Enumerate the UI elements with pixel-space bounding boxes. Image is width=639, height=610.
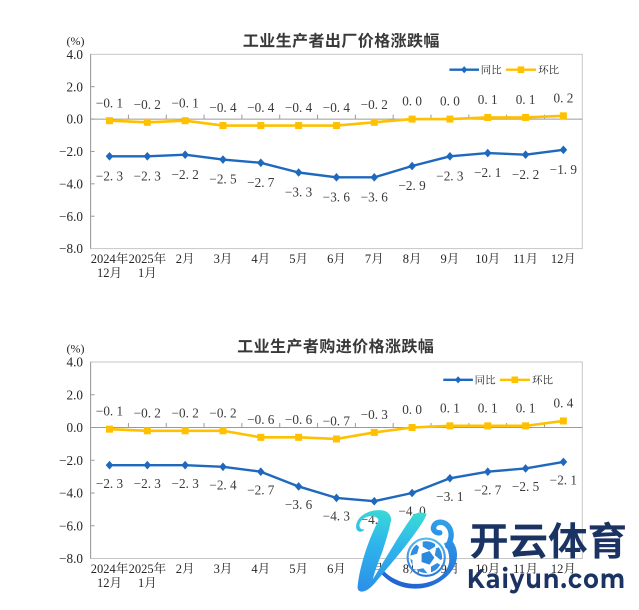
svg-text:0.0: 0.0 (67, 112, 84, 127)
svg-text:1: 1 (138, 576, 144, 590)
svg-text:12: 12 (97, 266, 110, 280)
svg-text:−2. 7: −2. 7 (247, 175, 275, 190)
svg-text:0. 1: 0. 1 (440, 400, 460, 415)
svg-text:0. 2: 0. 2 (554, 90, 574, 105)
svg-text:−4. 3: −4. 3 (323, 509, 351, 524)
svg-text:3: 3 (214, 562, 220, 576)
svg-text:−3. 1: −3. 1 (436, 489, 463, 504)
svg-text:−8.0: −8.0 (59, 551, 83, 566)
svg-text:−3. 6: −3. 6 (285, 497, 313, 512)
svg-text:−2.0: −2.0 (59, 453, 83, 468)
svg-text:2025: 2025 (129, 562, 154, 576)
svg-text:−2. 3: −2. 3 (134, 476, 162, 491)
svg-text:−2. 7: −2. 7 (247, 482, 275, 497)
svg-text:−0. 6: −0. 6 (247, 412, 275, 427)
svg-text:(%): (%) (67, 34, 85, 48)
svg-text:−2. 5: −2. 5 (512, 479, 540, 494)
svg-text:6: 6 (327, 562, 333, 576)
svg-text:11: 11 (513, 252, 525, 266)
svg-text:−0. 2: −0. 2 (361, 97, 388, 112)
svg-text:−2. 3: −2. 3 (96, 168, 124, 183)
svg-text:−0. 4: −0. 4 (285, 100, 313, 115)
svg-text:−6.0: −6.0 (59, 518, 83, 533)
svg-text:0.0: 0.0 (67, 420, 84, 435)
svg-text:10: 10 (475, 252, 488, 266)
svg-text:−2. 4: −2. 4 (209, 477, 237, 492)
svg-text:−0. 4: −0. 4 (323, 100, 351, 115)
svg-text:−0. 4: −0. 4 (209, 100, 237, 115)
svg-text:−0. 1: −0. 1 (96, 95, 123, 110)
svg-text:2: 2 (176, 562, 182, 576)
svg-text:−2. 3: −2. 3 (134, 168, 162, 183)
svg-text:−2. 1: −2. 1 (550, 472, 577, 487)
svg-text:−2.0: −2.0 (59, 144, 83, 159)
svg-text:0. 1: 0. 1 (478, 400, 498, 415)
svg-text:12: 12 (551, 252, 564, 266)
svg-text:−2. 2: −2. 2 (512, 167, 539, 182)
svg-text:12: 12 (551, 562, 564, 576)
svg-text:2025: 2025 (129, 252, 154, 266)
svg-text:11: 11 (513, 562, 525, 576)
svg-text:−6.0: −6.0 (59, 209, 83, 224)
svg-text:−4.0: −4.0 (59, 486, 83, 501)
svg-text:4.0: 4.0 (67, 355, 84, 370)
svg-text:−0. 1: −0. 1 (96, 404, 123, 419)
svg-text:−0. 7: −0. 7 (323, 414, 351, 429)
svg-text:0. 0: 0. 0 (402, 402, 422, 417)
svg-text:0. 0: 0. 0 (440, 94, 460, 109)
svg-text:−0. 2: −0. 2 (209, 405, 236, 420)
svg-text:−4.0: −4.0 (59, 176, 83, 191)
svg-text:4.0: 4.0 (67, 47, 84, 62)
svg-text:−2. 1: −2. 1 (474, 165, 501, 180)
svg-text:2024: 2024 (91, 562, 117, 576)
svg-text:2024: 2024 (91, 252, 117, 266)
svg-text:0. 0: 0. 0 (402, 94, 422, 109)
svg-text:−0. 3: −0. 3 (361, 407, 389, 422)
svg-text:−1. 9: −1. 9 (550, 162, 578, 177)
svg-text:−0. 1: −0. 1 (172, 95, 199, 110)
svg-text:7: 7 (365, 252, 371, 266)
svg-text:−3. 6: −3. 6 (361, 189, 389, 204)
svg-text:−2. 3: −2. 3 (436, 168, 464, 183)
svg-text:(%): (%) (67, 342, 85, 356)
svg-text:−0. 2: −0. 2 (134, 405, 161, 420)
svg-text:−8.0: −8.0 (59, 241, 83, 256)
svg-text:−2. 3: −2. 3 (96, 476, 124, 491)
svg-text:−2. 5: −2. 5 (209, 172, 237, 187)
svg-text:−0. 2: −0. 2 (134, 97, 161, 112)
svg-text:4: 4 (251, 252, 258, 266)
svg-text:2.0: 2.0 (67, 79, 84, 94)
svg-text:−2. 2: −2. 2 (172, 167, 199, 182)
svg-text:8: 8 (403, 562, 409, 576)
svg-text:−2. 3: −2. 3 (172, 476, 200, 491)
svg-text:2.0: 2.0 (67, 387, 84, 402)
svg-text:−2. 9: −2. 9 (398, 178, 426, 193)
svg-text:12: 12 (97, 576, 110, 590)
svg-text:2: 2 (176, 252, 182, 266)
svg-text:1: 1 (138, 266, 144, 280)
svg-text:5: 5 (289, 252, 295, 266)
svg-text:−0. 6: −0. 6 (285, 412, 313, 427)
svg-text:4: 4 (251, 562, 258, 576)
svg-text:−0. 4: −0. 4 (247, 100, 275, 115)
svg-text:−2. 7: −2. 7 (474, 482, 502, 497)
svg-text:9: 9 (441, 562, 447, 576)
svg-text:5: 5 (289, 562, 295, 576)
svg-text:3: 3 (214, 252, 220, 266)
svg-text:6: 6 (327, 252, 333, 266)
svg-text:8: 8 (403, 252, 409, 266)
svg-text:0. 4: 0. 4 (554, 396, 574, 411)
svg-text:−3. 6: −3. 6 (323, 189, 351, 204)
svg-text:0. 1: 0. 1 (516, 92, 536, 107)
svg-text:−0. 2: −0. 2 (172, 405, 199, 420)
svg-text:−3. 3: −3. 3 (285, 185, 313, 200)
svg-text:9: 9 (441, 252, 447, 266)
svg-text:0. 1: 0. 1 (478, 92, 498, 107)
svg-text:0. 1: 0. 1 (516, 400, 536, 415)
